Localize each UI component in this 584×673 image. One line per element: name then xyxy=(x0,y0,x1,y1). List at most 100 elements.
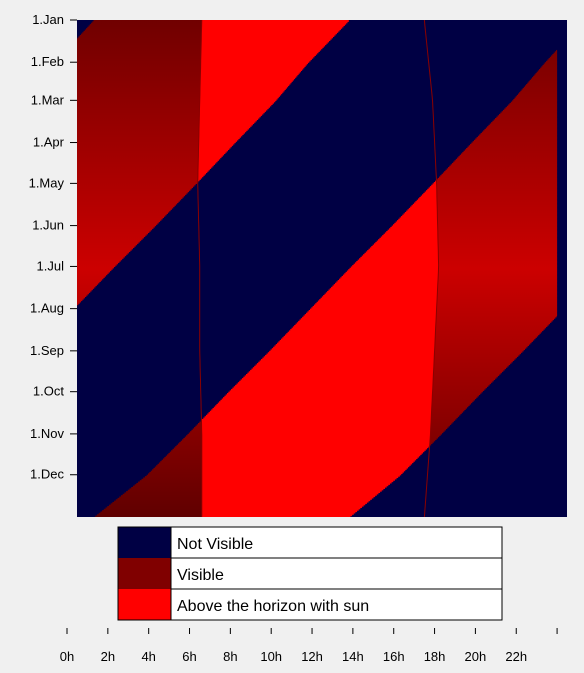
cell-visible xyxy=(77,63,201,66)
cell-above-horizon-with-sun xyxy=(275,344,435,346)
legend-swatch xyxy=(118,589,171,620)
cell-visible xyxy=(139,480,202,483)
cell-above-horizon-with-sun xyxy=(200,86,287,89)
cell-visible xyxy=(77,64,201,67)
cell-visible xyxy=(438,270,558,273)
cell-visible xyxy=(543,63,558,66)
cell-above-horizon-with-sun xyxy=(198,133,244,135)
cell-above-horizon-with-sun xyxy=(300,318,437,321)
cell-visible xyxy=(437,292,558,295)
cell-above-horizon-with-sun xyxy=(350,266,439,269)
cell-visible xyxy=(77,131,199,134)
cell-above-horizon-with-sun xyxy=(199,107,269,110)
cell-above-horizon-with-sun xyxy=(396,220,438,223)
cell-visible xyxy=(77,173,198,176)
cell-visible xyxy=(124,492,202,495)
cell-visible xyxy=(77,289,92,292)
cell-visible xyxy=(437,229,558,232)
cell-visible xyxy=(434,353,520,356)
cell-visible xyxy=(435,330,543,333)
cell-visible xyxy=(438,254,558,257)
cell-visible xyxy=(521,89,558,92)
cell-visible xyxy=(432,387,486,390)
cell-above-horizon-with-sun xyxy=(380,236,438,239)
cell-above-horizon-with-sun xyxy=(315,303,437,306)
cell-visible xyxy=(147,473,202,476)
cell-visible xyxy=(436,308,558,311)
cell-visible xyxy=(437,280,558,283)
cell-visible xyxy=(77,226,154,229)
cell-above-horizon-with-sun xyxy=(419,196,437,199)
cell-visible xyxy=(138,481,202,484)
y-tick-label: 1.Apr xyxy=(33,135,65,150)
cell-visible xyxy=(77,191,188,194)
cell-above-horizon-with-sun xyxy=(281,338,436,341)
cell-above-horizon-with-sun xyxy=(201,503,366,506)
cell-visible xyxy=(434,359,515,361)
cell-visible xyxy=(496,116,558,119)
cell-visible xyxy=(77,270,111,273)
cell-visible xyxy=(438,277,558,280)
cell-above-horizon-with-sun xyxy=(201,440,430,443)
cell-above-horizon-with-sun xyxy=(349,267,439,270)
cell-above-horizon-with-sun xyxy=(201,465,410,468)
cell-above-horizon-with-sun xyxy=(201,482,390,485)
cell-visible xyxy=(77,237,143,240)
cell-above-horizon-with-sun xyxy=(201,484,389,487)
cell-visible xyxy=(77,56,201,59)
cell-visible xyxy=(77,292,89,295)
cell-above-horizon-with-sun xyxy=(200,56,314,59)
cell-visible xyxy=(77,143,199,146)
cell-above-horizon-with-sun xyxy=(198,164,214,167)
cell-above-horizon-with-sun xyxy=(201,21,348,24)
cell-visible xyxy=(141,478,202,481)
cell-visible xyxy=(77,286,95,289)
cell-visible xyxy=(437,177,558,180)
cell-visible xyxy=(437,290,558,293)
cell-visible xyxy=(508,104,558,107)
cell-visible xyxy=(438,256,558,259)
cell-above-horizon-with-sun xyxy=(197,171,208,174)
cell-above-horizon-with-sun xyxy=(199,113,263,116)
cell-visible xyxy=(437,205,558,208)
cell-visible xyxy=(438,265,558,268)
cell-visible xyxy=(77,300,82,303)
legend-swatch xyxy=(118,558,171,589)
cell-visible xyxy=(437,296,558,299)
cell-visible xyxy=(77,254,127,257)
cell-visible xyxy=(149,472,202,474)
cell-visible xyxy=(77,111,200,114)
cell-visible xyxy=(188,432,202,435)
cell-visible xyxy=(77,231,150,233)
cell-visible xyxy=(77,168,199,171)
cell-visible xyxy=(437,286,558,289)
cell-above-horizon-with-sun xyxy=(325,292,438,295)
cell-visible xyxy=(430,436,438,439)
cell-visible xyxy=(431,408,466,410)
cell-visible xyxy=(77,79,201,82)
cell-above-horizon-with-sun xyxy=(220,399,433,402)
cell-visible xyxy=(77,194,186,197)
cell-visible xyxy=(530,78,558,81)
cell-visible xyxy=(462,152,558,155)
cell-above-horizon-with-sun xyxy=(201,469,406,472)
cell-visible xyxy=(473,139,558,142)
cell-visible xyxy=(77,126,200,129)
cell-above-horizon-with-sun xyxy=(198,161,217,164)
cell-visible xyxy=(437,203,558,206)
cell-visible xyxy=(438,252,558,255)
cell-visible xyxy=(437,236,558,239)
cell-visible xyxy=(77,269,112,272)
cell-visible xyxy=(77,303,79,306)
cell-above-horizon-with-sun xyxy=(201,32,337,35)
cell-above-horizon-with-sun xyxy=(382,235,438,238)
cell-visible xyxy=(437,239,558,242)
cell-visible xyxy=(77,141,199,144)
cell-above-horizon-with-sun xyxy=(197,175,204,178)
cell-above-horizon-with-sun xyxy=(199,127,249,130)
cell-above-horizon-with-sun xyxy=(348,269,439,272)
cell-above-horizon-with-sun xyxy=(332,285,438,288)
cell-above-horizon-with-sun xyxy=(302,316,437,319)
cell-visible xyxy=(509,103,558,106)
cell-above-horizon-with-sun xyxy=(207,413,432,416)
